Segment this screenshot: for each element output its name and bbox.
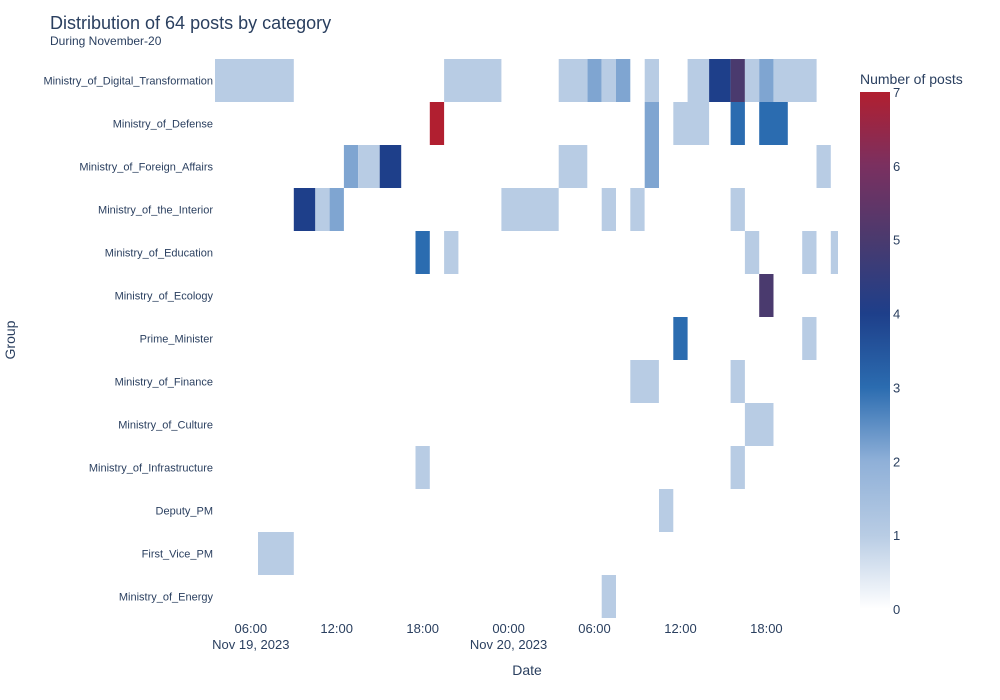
x-tick-label: 12:00 xyxy=(664,621,697,636)
y-tick-label: Ministry_of_Foreign_Affairs xyxy=(79,162,213,174)
x-tick-label: 12:00 xyxy=(320,621,353,636)
heatmap-cell xyxy=(709,59,731,102)
heatmap-cell xyxy=(293,188,316,231)
heatmap-cell xyxy=(730,59,745,102)
heatmap-cell xyxy=(343,145,359,188)
heatmap-cell xyxy=(616,59,631,102)
x-tick-sublabel: Nov 20, 2023 xyxy=(470,637,547,652)
y-tick-label: Ministry_of_Ecology xyxy=(115,291,214,303)
colorbar-tick-label: 3 xyxy=(893,380,900,395)
heatmap-cell xyxy=(730,360,745,403)
heatmap-cell xyxy=(759,102,788,145)
heatmap-cell xyxy=(759,274,774,317)
colorbar-tick-label: 5 xyxy=(893,233,900,248)
heatmap-cell xyxy=(744,403,774,446)
heatmap-cell xyxy=(630,360,659,403)
heatmap-cell xyxy=(644,59,659,102)
heatmap-cell xyxy=(730,446,745,489)
colorbar-tick-labels: 0 1 2 3 4 5 6 7 xyxy=(893,85,900,617)
x-axis-title: Date xyxy=(512,662,542,678)
heatmap-cell xyxy=(601,59,616,102)
y-tick-label: Ministry_of_Culture xyxy=(118,420,213,432)
y-axis-title: Group xyxy=(2,320,18,359)
heatmap-cell xyxy=(501,188,559,231)
heatmap-cell xyxy=(358,145,380,188)
colorbar-tick-label: 6 xyxy=(893,159,900,174)
heatmap-cells xyxy=(215,59,838,618)
heatmap-cell xyxy=(644,102,659,145)
heatmap-cell xyxy=(558,59,588,102)
heatmap-cell xyxy=(744,231,760,274)
heatmap-cell xyxy=(744,59,760,102)
heatmap-cell xyxy=(802,317,817,360)
heatmap-cell xyxy=(215,59,294,102)
heatmap-cell xyxy=(802,231,817,274)
heatmap-cell xyxy=(315,188,330,231)
heatmap-cell xyxy=(587,59,602,102)
heatmap-cell xyxy=(415,231,430,274)
heatmap-cell xyxy=(258,532,294,575)
colorbar-tick-label: 4 xyxy=(893,307,900,322)
heatmap-cell xyxy=(444,231,459,274)
y-axis-tick-labels: Ministry_of_Digital_Transformation Minist… xyxy=(43,76,213,604)
heatmap-cell xyxy=(687,59,710,102)
y-tick-label: Ministry_of_Finance xyxy=(115,377,213,389)
y-tick-label: Ministry_of_Infrastructure xyxy=(89,463,213,475)
y-tick-label: First_Vice_PM xyxy=(142,549,213,561)
y-tick-label: Ministry_of_Defense xyxy=(113,119,213,131)
heatmap-cell xyxy=(558,145,588,188)
y-tick-label: Ministry_of_Education xyxy=(105,248,213,260)
colorbar-tick-label: 0 xyxy=(893,602,900,617)
heatmap-cell xyxy=(329,188,344,231)
y-tick-label: Ministry_of_Energy xyxy=(119,592,214,604)
heatmap-cell xyxy=(673,317,688,360)
heatmap-cell xyxy=(730,102,745,145)
x-tick-sublabel: Nov 19, 2023 xyxy=(212,637,289,652)
colorbar-tick-label: 1 xyxy=(893,528,900,543)
y-tick-label: Ministry_of_the_Interior xyxy=(98,205,213,217)
chart-subtitle: During November-20 xyxy=(50,34,162,48)
heatmap-cell xyxy=(830,231,838,274)
y-tick-label: Prime_Minister xyxy=(140,334,214,346)
heatmap-cell xyxy=(630,188,645,231)
heatmap-cell xyxy=(444,59,502,102)
colorbar-title: Number of posts xyxy=(860,71,963,87)
x-tick-label: 18:00 xyxy=(406,621,439,636)
colorbar-tick-label: 7 xyxy=(893,85,900,100)
x-tick-label: 06:00 xyxy=(578,621,611,636)
heatmap-cell xyxy=(673,102,710,145)
heatmap-cell xyxy=(415,446,430,489)
heatmap-cell xyxy=(644,145,659,188)
heatmap-cell xyxy=(429,102,445,145)
x-tick-label: 18:00 xyxy=(750,621,783,636)
heatmap-cell xyxy=(601,188,616,231)
heatmap-cell xyxy=(601,575,616,618)
chart-title: Distribution of 64 posts by category xyxy=(50,13,332,33)
heatmap-cell xyxy=(759,59,774,102)
x-tick-label: 06:00 xyxy=(235,621,268,636)
heatmap-cell xyxy=(730,188,745,231)
heatmap-cell xyxy=(659,489,674,532)
y-tick-label: Deputy_PM xyxy=(156,506,213,518)
heatmap-cell xyxy=(816,145,831,188)
x-tick-label: 00:00 xyxy=(492,621,525,636)
heatmap-cell xyxy=(773,59,817,102)
heatmap-cell xyxy=(379,145,402,188)
y-tick-label: Ministry_of_Digital_Transformation xyxy=(43,76,213,88)
colorbar-tick-label: 2 xyxy=(893,454,900,469)
colorbar xyxy=(860,92,890,609)
